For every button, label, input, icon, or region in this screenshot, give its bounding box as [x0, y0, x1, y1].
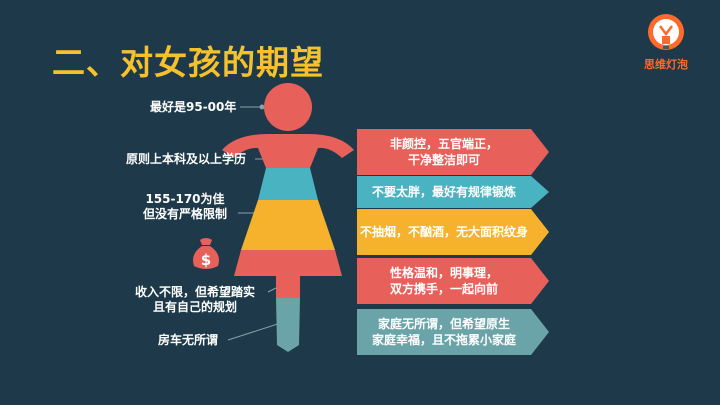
label-income-line1: 收入不限，但希望踏实 — [134, 285, 255, 299]
arrow-personality-line2: 双方携手，一起向前 — [389, 282, 498, 296]
arrow-appearance-line1: 非颜控，五官端正， — [389, 137, 498, 151]
label-income-line2: 且有自己的规划 — [152, 300, 237, 314]
logo-text: 思维灯泡 — [644, 58, 688, 71]
label-income: 收入不限，但希望踏实 且有自己的规划 — [128, 285, 262, 315]
label-height: 155-170为佳 但没有严格限制 — [140, 192, 230, 222]
page-title: 二、对女孩的期望 — [52, 43, 324, 82]
label-height-line1: 155-170为佳 — [145, 192, 225, 206]
svg-text:$: $ — [201, 251, 211, 269]
arrow-habits: 不抽烟，不酗酒，无大面积纹身 — [357, 209, 549, 255]
label-property: 房车无所谓 — [158, 333, 219, 347]
arrow-family-line1: 家庭无所谓，但希望原生 — [377, 317, 510, 331]
arrow-appearance-line2: 干净整洁即可 — [407, 153, 480, 167]
label-education: 原则上本科及以上学历 — [126, 152, 247, 166]
arrow-fitness: 不要太胖，最好有规律锻炼 — [357, 176, 549, 208]
arrow-appearance: 非颜控，五官端正， 干净整洁即可 — [357, 129, 549, 175]
arrow-personality: 性格温和，明事理， 双方携手，一起向前 — [357, 258, 549, 304]
arrow-fitness-text: 不要太胖，最好有规律锻炼 — [371, 185, 516, 199]
arrow-family-line2: 家庭幸福，且不拖累小家庭 — [371, 333, 516, 347]
money-bag-icon: $ — [193, 238, 219, 269]
lightbulb-icon — [648, 14, 684, 50]
label-age: 最好是95-00年 — [150, 100, 237, 114]
label-height-line2: 但没有严格限制 — [142, 207, 227, 221]
arrow-personality-line1: 性格温和，明事理， — [389, 266, 498, 280]
arrow-family: 家庭无所谓，但希望原生 家庭幸福，且不拖累小家庭 — [357, 309, 549, 355]
arrow-habits-text: 不抽烟，不酗酒，无大面积纹身 — [359, 225, 528, 239]
